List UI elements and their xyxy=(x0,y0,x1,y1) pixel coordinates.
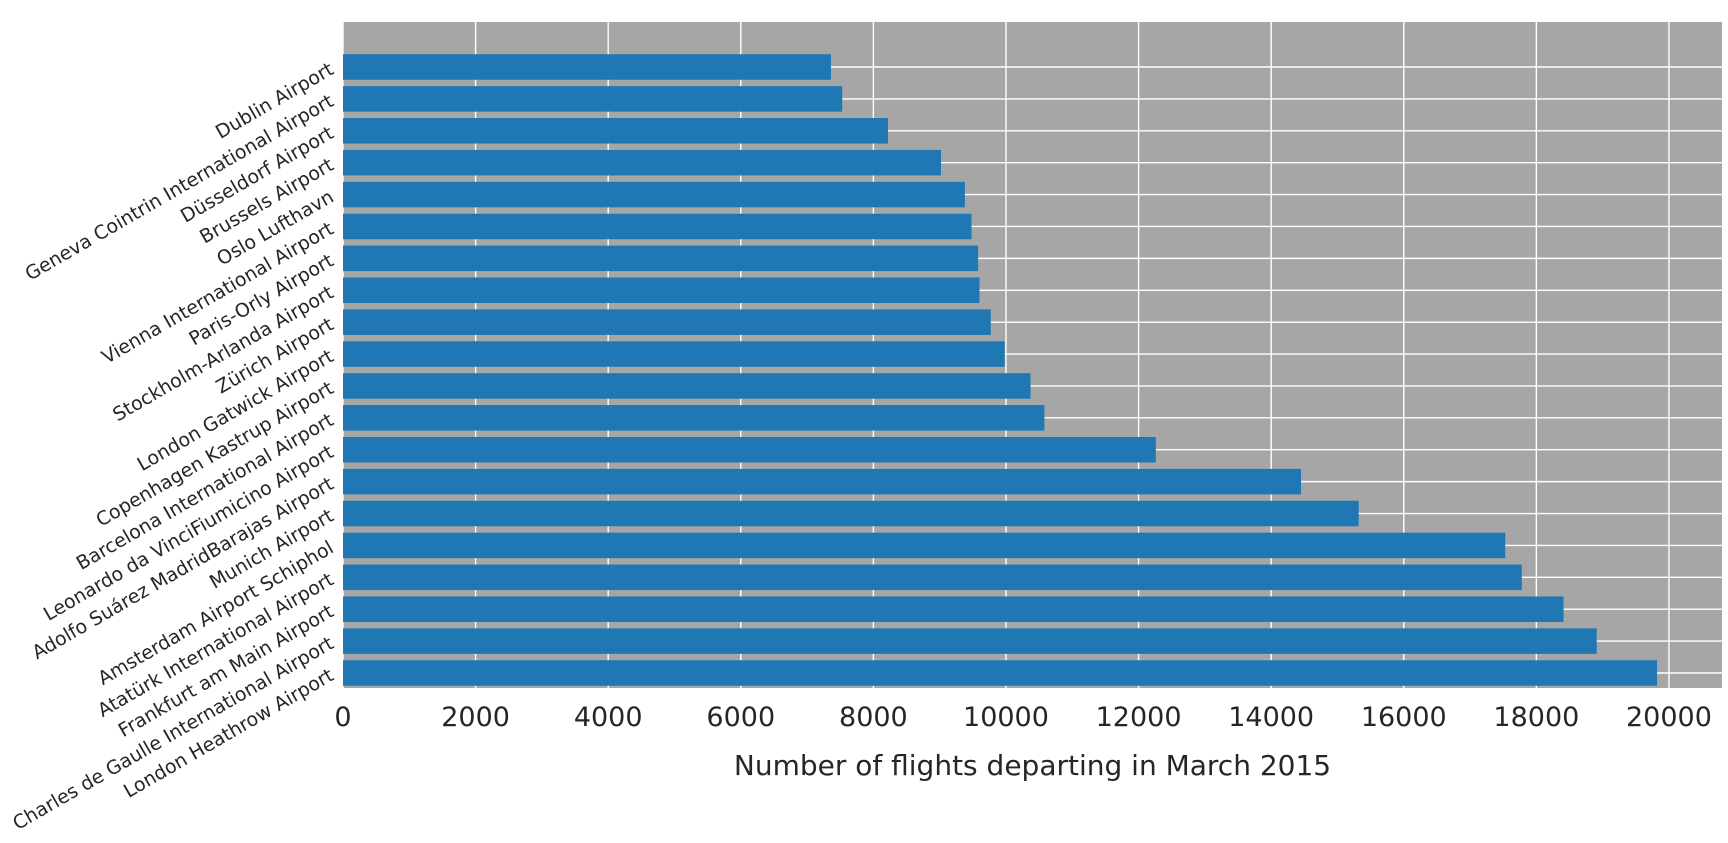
bar xyxy=(343,118,888,144)
x-tick-label: 8000 xyxy=(839,702,908,733)
bar xyxy=(343,309,991,335)
x-tick-labels: 0 2000 4000 6000 8000 10000 12000 14000 16000 180… xyxy=(334,702,1712,733)
x-tick-label: 14000 xyxy=(1228,702,1314,733)
x-tick-label: 20000 xyxy=(1626,702,1712,733)
x-axis-label: Number of flights departing in March 201… xyxy=(734,749,1331,782)
bar xyxy=(343,660,1657,686)
bar xyxy=(343,596,1564,622)
bar xyxy=(343,565,1522,591)
bar xyxy=(343,246,978,272)
x-tick-label: 10000 xyxy=(963,702,1049,733)
bar xyxy=(343,628,1597,654)
bar xyxy=(343,533,1505,559)
y-tick-labels: Dublin AirportGeneva Cointrin Internatio… xyxy=(9,58,337,834)
bar xyxy=(343,278,979,304)
bar xyxy=(343,54,831,80)
x-tick-label: 2000 xyxy=(441,702,510,733)
bar xyxy=(343,341,1005,367)
bar xyxy=(343,501,1359,527)
bar xyxy=(343,86,842,112)
x-tick-label: 4000 xyxy=(574,702,643,733)
x-tick-label: 16000 xyxy=(1361,702,1447,733)
bar xyxy=(343,150,941,176)
bar xyxy=(343,405,1044,431)
x-tick-label: 6000 xyxy=(706,702,775,733)
x-tick-label: 18000 xyxy=(1493,702,1579,733)
bar xyxy=(343,469,1301,495)
x-tick-label: 12000 xyxy=(1096,702,1182,733)
x-tick-label: 0 xyxy=(334,702,351,733)
bar xyxy=(343,437,1156,463)
bar xyxy=(343,182,965,208)
bar xyxy=(343,373,1031,399)
bar xyxy=(343,214,972,240)
